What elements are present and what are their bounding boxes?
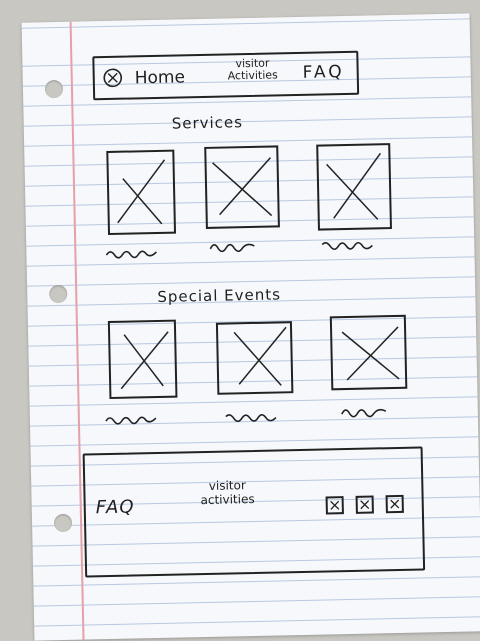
services-card-caption-scribble xyxy=(105,250,157,259)
header-nav-bar: Home visitor Activities FAQ xyxy=(92,50,360,101)
event-card-caption-scribble xyxy=(105,416,157,425)
social-icon-2[interactable] xyxy=(355,495,374,514)
event-card-caption-scribble xyxy=(225,414,277,423)
services-card-image[interactable] xyxy=(204,145,280,229)
logo-icon[interactable] xyxy=(103,68,123,88)
services-card-caption-scribble xyxy=(321,241,373,251)
footer: FAQ visitor activities xyxy=(82,446,426,578)
services-title: Services xyxy=(171,113,244,133)
punch-hole xyxy=(44,79,64,99)
paper-sheet: Home visitor Activities FAQ Services Spe… xyxy=(21,13,480,641)
special-events-title: Special Events xyxy=(157,285,282,306)
footer-visitor-activities-link[interactable]: visitor activities xyxy=(185,478,270,508)
event-card-image[interactable] xyxy=(329,314,408,391)
social-icon-3[interactable] xyxy=(385,494,404,514)
punch-hole xyxy=(53,513,73,533)
social-icon-1[interactable] xyxy=(325,496,344,515)
event-card-caption-scribble xyxy=(341,408,387,418)
event-card-image[interactable] xyxy=(107,319,178,400)
nav-faq-link[interactable]: FAQ xyxy=(302,62,345,83)
nav-visitor-activities-link[interactable]: visitor Activities xyxy=(217,57,287,83)
nav-activities-line2: Activities xyxy=(227,68,278,83)
footer-activities-line2: activities xyxy=(200,491,255,508)
event-card-image[interactable] xyxy=(215,321,294,395)
services-card-image[interactable] xyxy=(106,149,177,235)
margin-line xyxy=(69,21,85,640)
services-card-caption-scribble xyxy=(209,243,255,253)
punch-hole xyxy=(49,284,68,304)
nav-home-link[interactable]: Home xyxy=(134,67,186,89)
footer-faq-link[interactable]: FAQ xyxy=(95,496,135,519)
services-card-image[interactable] xyxy=(316,143,392,231)
